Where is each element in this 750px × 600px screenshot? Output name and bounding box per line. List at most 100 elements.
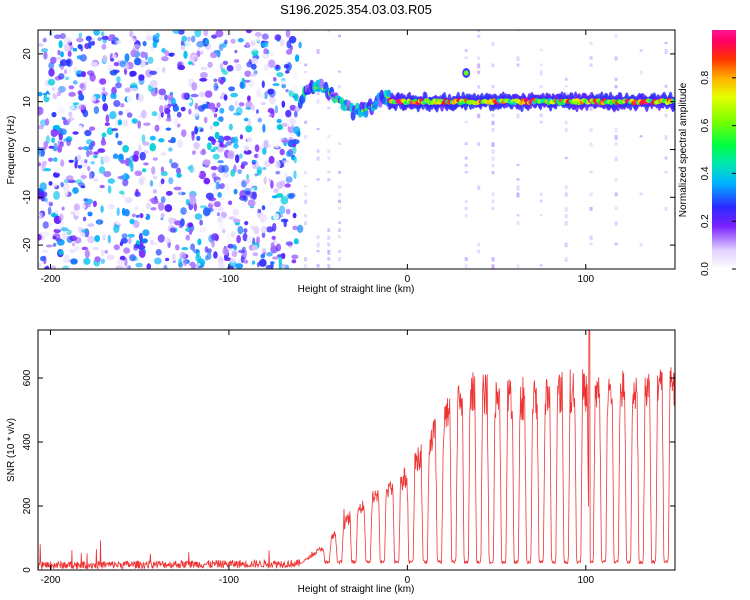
noise-blob xyxy=(296,130,301,137)
x-tick-label: -100 xyxy=(219,575,239,586)
noise-blob xyxy=(198,170,206,180)
streak-mark xyxy=(516,185,520,191)
noise-blob xyxy=(275,243,282,252)
streak-mark xyxy=(564,128,568,132)
noise-blob xyxy=(160,178,165,185)
noise-blob xyxy=(100,249,105,257)
noise-blob xyxy=(174,204,180,213)
streak-mark xyxy=(639,192,643,196)
noise-blob xyxy=(104,122,110,126)
noise-blob xyxy=(179,190,182,196)
noise-blob xyxy=(93,151,99,155)
noise-blob xyxy=(115,265,124,269)
noise-blob xyxy=(87,211,93,217)
noise-blob xyxy=(237,38,244,43)
noise-blob xyxy=(78,93,85,101)
noise-blob xyxy=(251,104,256,111)
streak-mark xyxy=(491,142,495,147)
streak-mark xyxy=(477,185,481,190)
noise-blob xyxy=(228,216,237,221)
streak-mark xyxy=(516,221,520,225)
noise-blob xyxy=(113,62,120,67)
streak-mark xyxy=(564,206,568,212)
noise-blob xyxy=(182,147,188,157)
streak-mark xyxy=(316,235,320,239)
noise-blob xyxy=(178,257,183,267)
noise-blob xyxy=(58,249,64,256)
noise-blob xyxy=(245,42,250,48)
noise-blob xyxy=(196,40,205,48)
noise-blob xyxy=(39,182,47,191)
noise-blob xyxy=(57,49,61,56)
noise-blob xyxy=(263,176,267,185)
streak-mark xyxy=(464,214,468,218)
noise-blob xyxy=(109,111,117,120)
noise-blob xyxy=(180,106,186,112)
streak-mark xyxy=(316,156,320,161)
noise-blob xyxy=(64,37,73,44)
noise-blob xyxy=(63,69,68,75)
streak-mark xyxy=(539,85,543,88)
noise-blob xyxy=(68,111,73,118)
streak-mark xyxy=(316,249,320,253)
noise-blob xyxy=(83,146,89,151)
noise-blob xyxy=(133,150,140,156)
noise-blob xyxy=(219,142,224,148)
noise-blob xyxy=(59,33,66,40)
noise-blob xyxy=(113,69,120,74)
noise-blob xyxy=(274,34,282,41)
x-tick-label: 100 xyxy=(577,575,594,586)
streak-mark xyxy=(338,228,341,232)
noise-blob xyxy=(45,265,50,269)
noise-blob xyxy=(106,127,114,135)
noise-blob xyxy=(84,159,88,164)
noise-blob xyxy=(119,103,125,108)
noise-blob xyxy=(176,173,182,178)
streak-mark xyxy=(338,192,341,197)
noise-blob xyxy=(172,30,180,34)
noise-blob xyxy=(151,166,156,175)
noise-blob xyxy=(276,118,282,124)
noise-blob xyxy=(231,244,237,249)
noise-blob xyxy=(173,53,181,60)
noise-blob xyxy=(61,116,65,120)
noise-blob xyxy=(53,157,58,162)
streak-mark xyxy=(539,63,543,67)
noise-blob xyxy=(196,50,201,57)
noise-blob xyxy=(261,232,266,238)
noise-blob xyxy=(92,246,100,251)
noise-blob xyxy=(103,171,112,178)
streak-mark xyxy=(564,242,568,248)
noise-blob xyxy=(54,34,61,39)
noise-blob xyxy=(169,158,173,164)
noise-blob xyxy=(289,133,295,137)
spectrogram-plot-area xyxy=(38,30,675,269)
noise-blob xyxy=(293,238,299,245)
streak-mark xyxy=(477,142,481,146)
noise-blob xyxy=(284,172,288,178)
noise-blob xyxy=(208,234,214,243)
noise-blob xyxy=(165,118,172,122)
noise-blob xyxy=(232,138,237,143)
noise-blob xyxy=(82,216,87,222)
noise-blob xyxy=(93,165,99,170)
noise-blob xyxy=(137,144,143,153)
noise-blob xyxy=(108,204,115,210)
noise-blob xyxy=(138,249,146,258)
noise-blob xyxy=(294,54,300,62)
noise-blob xyxy=(170,136,176,144)
streak-mark xyxy=(327,264,331,269)
streak-mark xyxy=(589,206,593,211)
streak-mark xyxy=(589,42,593,45)
noise-blob xyxy=(245,106,251,110)
noise-blob xyxy=(188,108,192,115)
noise-blob xyxy=(41,160,48,166)
snr-x-ticks: -200 -100 0 100 xyxy=(40,330,595,586)
noise-blob xyxy=(251,260,256,265)
noise-blob xyxy=(46,94,50,98)
noise-blob xyxy=(107,178,116,184)
noise-blob xyxy=(154,124,160,132)
noise-blob xyxy=(293,116,299,120)
streak-mark xyxy=(477,113,481,119)
noise-blob xyxy=(165,257,170,262)
